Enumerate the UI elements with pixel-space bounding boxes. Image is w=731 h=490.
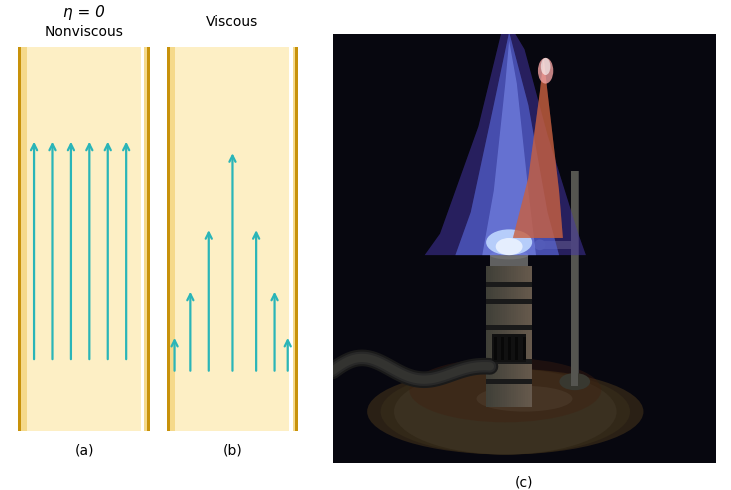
- Text: (c): (c): [515, 475, 534, 490]
- Ellipse shape: [496, 238, 523, 255]
- Bar: [572, 172, 578, 386]
- Polygon shape: [513, 58, 563, 238]
- Ellipse shape: [534, 240, 545, 250]
- Polygon shape: [482, 41, 536, 255]
- Polygon shape: [425, 24, 586, 255]
- Bar: [501, 337, 504, 360]
- Bar: [512, 266, 514, 407]
- Bar: [18, 47, 21, 431]
- Bar: [21, 47, 27, 431]
- Bar: [494, 337, 497, 360]
- Bar: [508, 337, 511, 360]
- Bar: [147, 47, 150, 431]
- Polygon shape: [513, 58, 563, 238]
- Bar: [530, 266, 532, 407]
- Bar: [516, 266, 518, 407]
- Bar: [488, 266, 491, 407]
- Bar: [528, 266, 530, 407]
- Bar: [491, 266, 493, 407]
- Polygon shape: [455, 32, 559, 255]
- Bar: [493, 266, 496, 407]
- Polygon shape: [425, 24, 586, 255]
- Text: Nonviscous: Nonviscous: [45, 25, 124, 39]
- Ellipse shape: [538, 58, 553, 84]
- Bar: [167, 47, 170, 431]
- Text: Viscous: Viscous: [206, 15, 259, 29]
- Ellipse shape: [409, 358, 602, 422]
- Text: (b): (b): [222, 443, 243, 458]
- Bar: [486, 282, 532, 287]
- Bar: [170, 47, 175, 431]
- Ellipse shape: [559, 373, 590, 390]
- Bar: [486, 379, 532, 384]
- Bar: [515, 337, 518, 360]
- Bar: [496, 266, 498, 407]
- Bar: [539, 241, 570, 248]
- Bar: [486, 266, 488, 407]
- Bar: [295, 47, 298, 431]
- Bar: [507, 266, 509, 407]
- Bar: [500, 266, 502, 407]
- Ellipse shape: [367, 368, 643, 455]
- Bar: [492, 334, 526, 362]
- Bar: [570, 172, 579, 386]
- Bar: [144, 47, 150, 431]
- Bar: [509, 266, 512, 407]
- Text: η = 0: η = 0: [63, 4, 105, 20]
- Bar: [175, 47, 289, 431]
- Bar: [486, 325, 532, 330]
- Ellipse shape: [541, 58, 550, 75]
- Bar: [490, 255, 529, 266]
- Bar: [486, 299, 532, 304]
- Bar: [523, 337, 526, 360]
- Ellipse shape: [477, 386, 572, 412]
- Bar: [486, 359, 532, 365]
- Text: (a): (a): [75, 443, 94, 458]
- Bar: [27, 47, 141, 431]
- Bar: [498, 266, 500, 407]
- Bar: [526, 266, 528, 407]
- Bar: [502, 266, 504, 407]
- Polygon shape: [455, 32, 559, 255]
- Ellipse shape: [394, 368, 617, 455]
- Bar: [520, 266, 523, 407]
- Ellipse shape: [486, 229, 532, 255]
- Bar: [523, 266, 526, 407]
- Bar: [514, 266, 516, 407]
- Ellipse shape: [490, 251, 529, 259]
- Bar: [518, 266, 520, 407]
- Bar: [292, 47, 298, 431]
- Bar: [504, 266, 507, 407]
- Ellipse shape: [381, 368, 630, 455]
